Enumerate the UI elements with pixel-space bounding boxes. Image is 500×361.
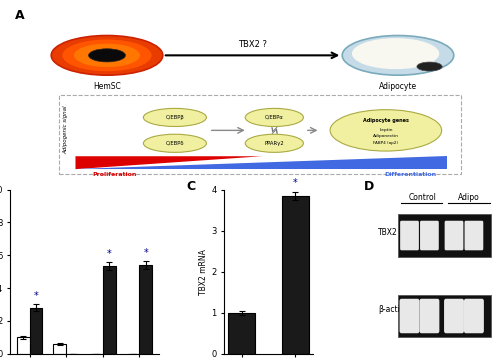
Circle shape — [417, 62, 442, 71]
FancyBboxPatch shape — [444, 221, 464, 250]
Circle shape — [74, 44, 140, 67]
FancyBboxPatch shape — [420, 299, 440, 333]
Ellipse shape — [330, 110, 442, 151]
Polygon shape — [76, 156, 446, 169]
Text: Proliferation: Proliferation — [92, 172, 137, 177]
Ellipse shape — [144, 134, 206, 152]
Text: *: * — [293, 178, 298, 188]
Circle shape — [352, 38, 439, 69]
Polygon shape — [76, 156, 262, 169]
Text: Differentiation: Differentiation — [384, 172, 437, 177]
FancyBboxPatch shape — [464, 221, 483, 250]
Text: *: * — [107, 248, 112, 258]
Text: Adipocyte genes: Adipocyte genes — [363, 118, 409, 123]
Bar — [30, 308, 43, 354]
FancyBboxPatch shape — [444, 299, 464, 333]
Text: D: D — [364, 180, 374, 193]
Text: C/EBPδ: C/EBPδ — [166, 141, 184, 146]
Text: *: * — [34, 291, 38, 301]
Text: β-actin: β-actin — [378, 305, 404, 314]
Bar — [282, 196, 309, 354]
Text: Adipogenic signal: Adipogenic signal — [64, 105, 68, 154]
Bar — [17, 338, 29, 354]
Circle shape — [88, 49, 126, 62]
Text: A: A — [15, 9, 24, 22]
Bar — [54, 344, 66, 354]
Text: C/EBPβ: C/EBPβ — [166, 115, 184, 120]
Text: Adiponectin: Adiponectin — [373, 134, 399, 138]
Ellipse shape — [245, 134, 304, 152]
FancyBboxPatch shape — [398, 214, 492, 257]
Text: Adipocyte: Adipocyte — [379, 82, 417, 91]
FancyBboxPatch shape — [400, 221, 419, 250]
Text: PPARγ2: PPARγ2 — [264, 141, 284, 146]
Text: *: * — [144, 248, 148, 258]
Ellipse shape — [245, 108, 304, 126]
FancyBboxPatch shape — [398, 295, 492, 338]
FancyBboxPatch shape — [420, 221, 439, 250]
FancyBboxPatch shape — [464, 299, 484, 333]
Circle shape — [51, 35, 163, 75]
Ellipse shape — [144, 108, 206, 126]
Bar — [140, 265, 152, 354]
FancyBboxPatch shape — [400, 299, 419, 333]
Text: TBX2 ?: TBX2 ? — [238, 40, 267, 49]
Circle shape — [342, 35, 454, 75]
Text: FABP4 (ap2): FABP4 (ap2) — [374, 141, 398, 145]
Text: Leptin: Leptin — [379, 127, 392, 131]
Text: HemSC: HemSC — [93, 82, 121, 91]
Circle shape — [62, 39, 152, 71]
Y-axis label: TBX2 mRNA: TBX2 mRNA — [200, 249, 208, 295]
Text: C: C — [187, 180, 196, 193]
FancyBboxPatch shape — [58, 95, 461, 174]
Text: C/EBPα: C/EBPα — [265, 115, 283, 120]
Bar — [228, 313, 255, 354]
Text: TBX2: TBX2 — [378, 228, 398, 237]
Text: Control: Control — [408, 193, 436, 202]
Text: Adipo: Adipo — [458, 193, 480, 202]
Bar — [103, 266, 116, 354]
